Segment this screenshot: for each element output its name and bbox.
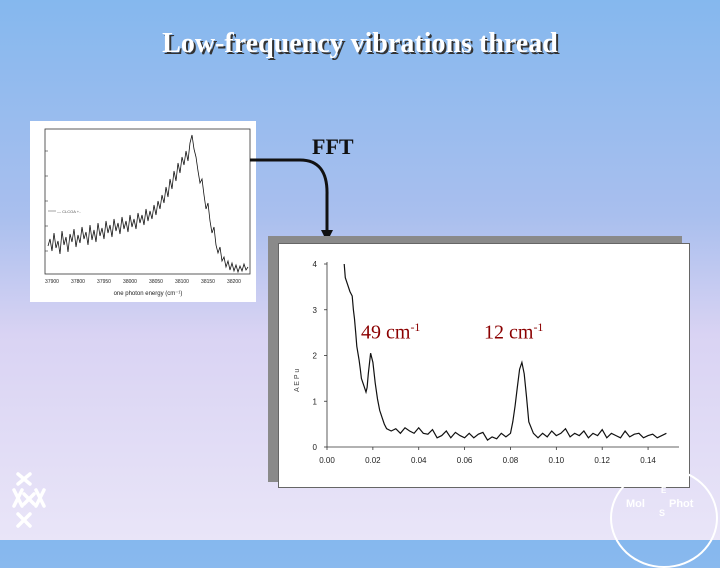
molphot-text-mol: Mol bbox=[626, 498, 645, 510]
fft-trace bbox=[343, 263, 667, 441]
fft-x-tick-label: 0.00 bbox=[319, 456, 335, 465]
spectrum-x-tick: 37800 bbox=[71, 279, 85, 285]
fft-x-tick-label: 0.12 bbox=[594, 456, 610, 465]
fft-y-tick-label: 0 bbox=[313, 443, 318, 452]
spectrum-legend: — CLCOA +.. bbox=[57, 209, 81, 214]
fft-plot: 0 1 2 3 4 0.00 0.02 0.04 0.06 0.08 0.10 0.12 0.14 A… bbox=[294, 260, 679, 465]
fft-label: FFT bbox=[312, 134, 354, 159]
fft-x-tick-label: 0.02 bbox=[365, 456, 381, 465]
peak-label-value: 49 cm bbox=[361, 321, 411, 344]
fft-x-tick-label: 0.06 bbox=[457, 456, 473, 465]
spectrum-plot: — CLCOA +.. 37900 37800 37950 38000 3805… bbox=[44, 128, 251, 297]
fft-x-tick-label: 0.08 bbox=[503, 456, 519, 465]
peak-label-exponent: -1 bbox=[533, 320, 544, 334]
peak-label-exponent: -1 bbox=[410, 320, 421, 334]
peak-label-49: 49 cm-1 bbox=[361, 320, 420, 345]
spectrum-x-tick: 38200 bbox=[227, 279, 241, 285]
spectrum-x-tick: 38150 bbox=[201, 279, 215, 285]
spectrum-x-label: one photon energy (cm⁻¹) bbox=[114, 291, 183, 297]
spectrum-x-tick: 38000 bbox=[123, 279, 137, 285]
fft-x-tick-label: 0.04 bbox=[411, 456, 427, 465]
molphot-ring-icon bbox=[610, 468, 718, 568]
spectrum-inset: — CLCOA +.. 37900 37800 37950 38000 3805… bbox=[30, 121, 256, 302]
spectrum-x-tick: 37950 bbox=[97, 279, 111, 285]
spectrum-x-tick: 37900 bbox=[45, 279, 59, 285]
fft-arrow-icon bbox=[250, 158, 333, 242]
fft-card: 0 1 2 3 4 0.00 0.02 0.04 0.06 0.08 0.10 0.12 0.14 A… bbox=[278, 243, 690, 488]
peak-label-value: 12 cm bbox=[484, 321, 534, 344]
slide-title: Low-frequency vibrations thread bbox=[162, 28, 558, 59]
fft-x-tick-label: 0.10 bbox=[549, 456, 565, 465]
spectrum-trace bbox=[47, 134, 249, 274]
molphot-text-phot: Phot bbox=[669, 498, 694, 510]
university-crest-icon bbox=[12, 472, 46, 528]
peak-label-12: 12 cm-1 bbox=[484, 320, 543, 345]
fft-x-tick-label: 0.14 bbox=[640, 456, 656, 465]
fft-y-tick-label: 1 bbox=[313, 397, 318, 406]
fft-y-tick-label: 3 bbox=[313, 306, 318, 315]
molphot-letter-s: S bbox=[659, 508, 666, 518]
fft-y-tick-label: 2 bbox=[313, 352, 318, 361]
fft-y-label-fragment: A E P u bbox=[294, 369, 301, 392]
spectrum-x-tick: 38100 bbox=[175, 279, 189, 285]
molphot-letter-e: E bbox=[661, 486, 667, 495]
spectrum-x-tick: 38050 bbox=[149, 279, 163, 285]
fft-y-tick-label: 4 bbox=[313, 260, 318, 269]
molphot-logo: E Mol Phot S bbox=[606, 462, 718, 568]
